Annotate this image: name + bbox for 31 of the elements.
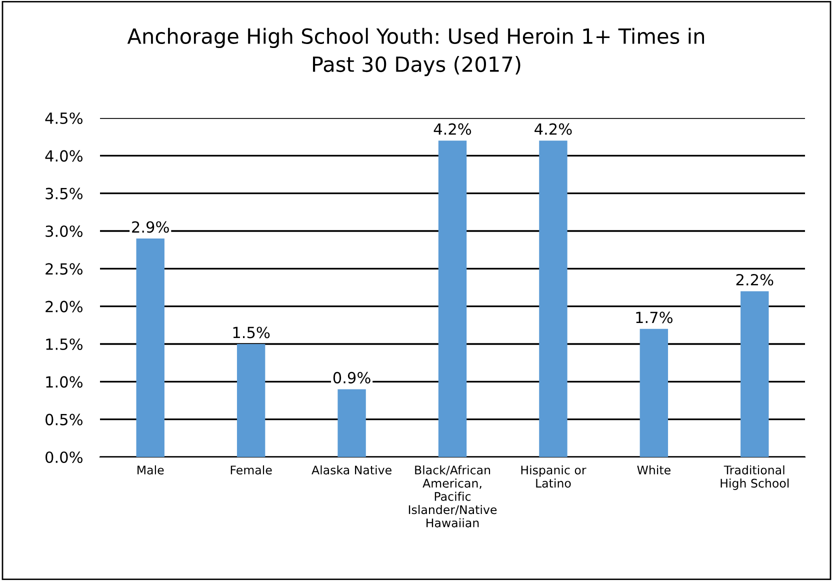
bar bbox=[338, 389, 366, 457]
y-tick-label: 1.5% bbox=[46, 338, 82, 350]
y-tick-label: 3.0% bbox=[46, 225, 82, 238]
y-tick-label: 0.5% bbox=[46, 414, 82, 426]
y-tick-label: 4.5% bbox=[45, 112, 82, 124]
x-tick-label: Black/African American, Pacific Islander/Native Hawaiian bbox=[408, 465, 497, 528]
bar bbox=[438, 140, 467, 457]
y-tick-label: 4.0% bbox=[45, 150, 82, 162]
data-label: 2.2% bbox=[736, 274, 774, 286]
y-tick-label: 2.5% bbox=[46, 263, 82, 275]
data-label: 4.2% bbox=[534, 123, 572, 135]
bar bbox=[539, 140, 568, 457]
x-tick-label: Hispanic or Latino bbox=[521, 465, 586, 488]
bar bbox=[236, 344, 266, 457]
data-label: 4.2% bbox=[434, 123, 472, 135]
x-tick-label: Alaska Native bbox=[312, 465, 392, 474]
x-tick-label: White bbox=[637, 465, 670, 474]
data-label: 2.9% bbox=[132, 221, 169, 233]
x-tick-label: Traditional High School bbox=[720, 465, 789, 490]
y-tick-label: 0.0% bbox=[46, 451, 82, 464]
x-tick-label: Female bbox=[230, 465, 272, 474]
x-tick-label: Male bbox=[138, 465, 164, 474]
bar bbox=[740, 291, 769, 457]
y-tick-label: 2.0% bbox=[46, 300, 82, 312]
y-tick-label: 3.5% bbox=[46, 188, 82, 200]
chart-title: Anchorage High School Youth: Used Heroin 1+ Times in Past 30 Days (2017) bbox=[127, 28, 704, 76]
y-tick-label: 1.0% bbox=[46, 376, 82, 388]
bar bbox=[136, 238, 164, 457]
data-label: 0.9% bbox=[333, 372, 370, 384]
data-label: 1.5% bbox=[233, 326, 270, 338]
data-label: 1.7% bbox=[636, 312, 672, 324]
